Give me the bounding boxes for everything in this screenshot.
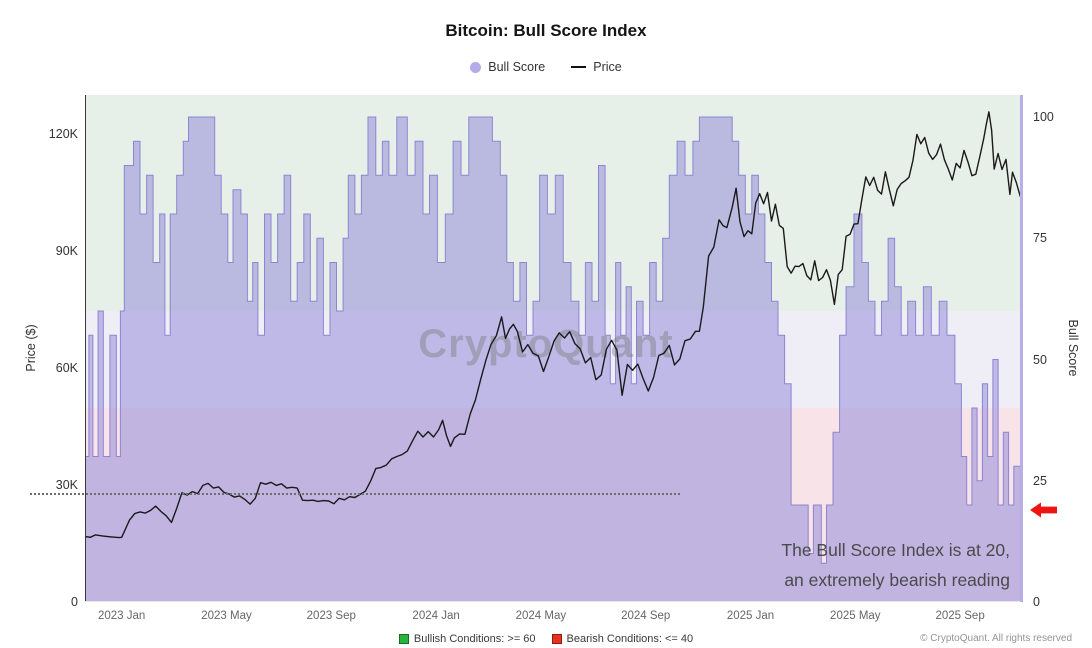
annotation: The Bull Score Index is at 20, an extrem… [781, 535, 1010, 595]
y-axis-tick-price: 0 [71, 595, 78, 609]
left-axis-spine [85, 95, 86, 602]
y-axis-tick-bull-score: 0 [1033, 595, 1040, 609]
chart-title: Bitcoin: Bull Score Index [445, 21, 647, 40]
y-axis-tick-price: 30K [55, 478, 78, 492]
y-axis-tick-bull-score: 75 [1033, 231, 1047, 246]
copyright-notice: © CryptoQuant. All rights reserved [920, 633, 1072, 644]
x-axis-tick-date: 2024 Sep [621, 610, 671, 622]
y-axis-tick-bull-score: 25 [1033, 473, 1047, 488]
watermark: CryptoQuant [418, 322, 673, 366]
price-line [84, 111, 1022, 539]
x-axis-tick-date: 2023 Jan [98, 610, 146, 622]
bull-score-area-outline [85, 116, 1021, 564]
bull-score-legend-marker [470, 61, 482, 73]
annotation-line-1: The Bull Score Index is at 20, [781, 540, 1010, 560]
right-axis-title: Bull Score [1066, 319, 1080, 377]
bearish-marker [551, 634, 562, 644]
price-reference-dotted-line [30, 493, 680, 495]
annotation-line-2: an extremely bearish reading [784, 570, 1010, 590]
bullish-conditions-label: Bullish Conditions: >= 60 [413, 633, 536, 645]
right-axis-spine [1020, 95, 1023, 602]
bullish-marker [398, 634, 409, 644]
y-axis-tick-price: 120K [48, 127, 78, 141]
legend-item-bull-score: Bull Score [470, 60, 545, 74]
x-axis-tick-date: 2025 Sep [935, 610, 985, 622]
x-axis-tick-date: 2025 May [830, 610, 881, 622]
bearish-conditions-label: Bearish Conditions: <= 40 [566, 633, 694, 645]
x-axis-tick-date: 2024 Jan [412, 610, 460, 622]
price-legend-label: Price [593, 60, 622, 74]
x-axis-tick-date: 2023 May [201, 610, 252, 622]
y-axis-tick-price: 90K [55, 244, 78, 258]
price-legend-marker [571, 66, 587, 68]
chart-legend: Bull Score Price [0, 60, 1092, 74]
legend-item-price: Price [571, 60, 622, 74]
chart-plot: CryptoQuant [84, 95, 1023, 602]
x-axis-tick-date: 2025 Jan [726, 610, 775, 622]
bearish-conditions-item: Bearish Conditions: <= 40 [551, 633, 694, 645]
y-axis-tick-bull-score: 50 [1033, 352, 1047, 367]
bull-score-legend-label: Bull Score [488, 60, 546, 74]
bottom-axis-spine [85, 601, 1023, 602]
y-axis-tick-bull-score: 100 [1033, 110, 1054, 124]
y-axis-tick-price: 60K [55, 361, 78, 375]
x-axis-tick-date: 2024 May [515, 610, 567, 622]
current-value-arrow [1030, 502, 1057, 518]
bull-score-area [85, 117, 1021, 602]
x-axis-tick-date: 2023 Sep [306, 610, 356, 622]
conditions-legend: Bullish Conditions: >= 60 Bearish Condit… [0, 633, 1092, 645]
bullish-conditions-item: Bullish Conditions: >= 60 [398, 633, 536, 645]
